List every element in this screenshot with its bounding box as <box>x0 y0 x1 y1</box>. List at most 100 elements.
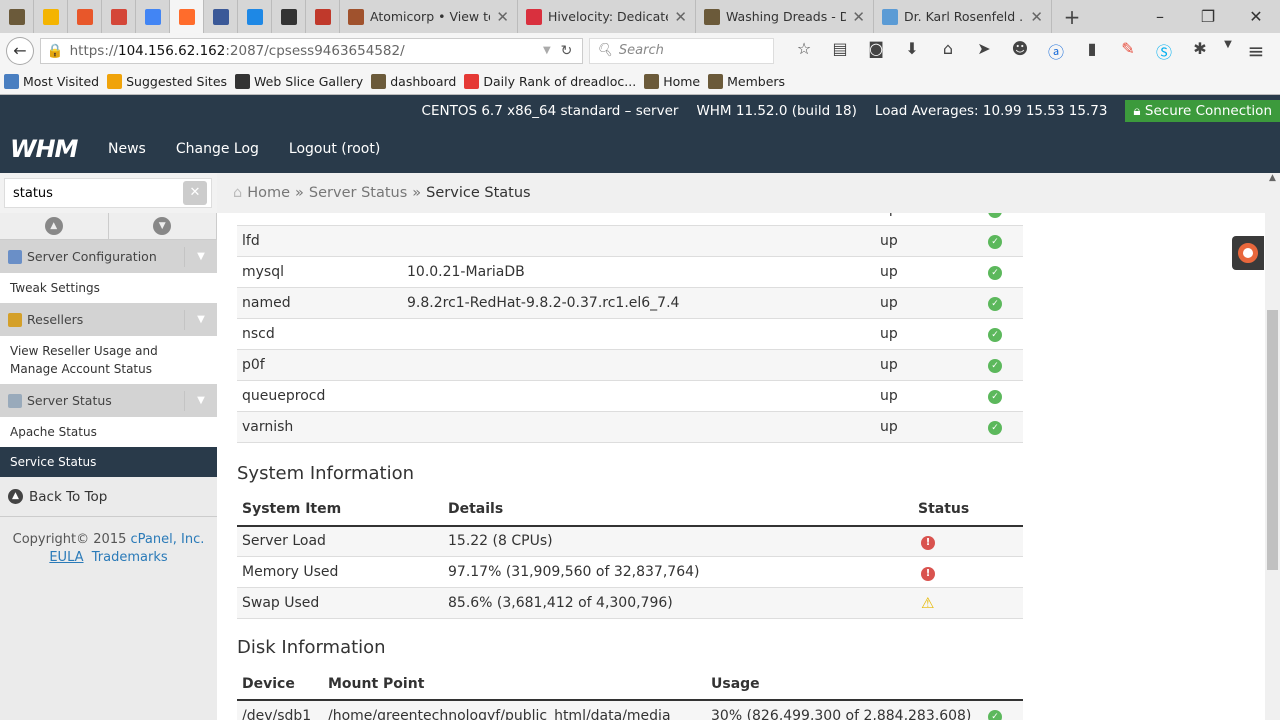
bookmark-icon <box>371 73 387 89</box>
system-info-title: System Information <box>237 462 415 484</box>
browser-tab[interactable]: Hivelocity: Dedicate... ✕ <box>518 0 696 33</box>
history-dropdown-icon[interactable]: ▼ <box>542 45 551 56</box>
dreadlocks-icon <box>8 8 25 25</box>
minimize-icon[interactable]: – <box>1156 7 1164 26</box>
breadcrumb-server-status[interactable]: Server Status <box>308 185 408 201</box>
menu-icon[interactable]: ≡ <box>1247 38 1265 63</box>
disk-mount: /home/greentechnologyf/public_html/data/… <box>328 707 671 720</box>
google-drive-icon <box>42 8 59 25</box>
reading-list-icon[interactable]: ▤ <box>832 38 848 58</box>
browser-tab[interactable]: Atomicorp • View to... ✕ <box>340 0 518 33</box>
status-cell: ✓ <box>983 213 1023 225</box>
sidebar-item-tweak-settings[interactable]: Tweak Settings <box>0 273 217 303</box>
service-name: p0f <box>242 356 265 373</box>
cpanel-icon <box>178 8 195 25</box>
sidebar-group-resellers[interactable]: Resellers ▼ <box>0 303 217 336</box>
whm-logo[interactable]: WHM <box>10 135 78 163</box>
chevron-down-icon[interactable]: ▼ <box>184 246 217 267</box>
pinned-tab[interactable] <box>102 0 136 33</box>
pinned-tab[interactable] <box>238 0 272 33</box>
eula-link[interactable]: EULA <box>49 550 84 565</box>
pocket-icon[interactable]: ◙ <box>868 38 884 58</box>
close-tab-icon[interactable]: ✕ <box>496 7 509 26</box>
bookmark-item[interactable]: Home <box>644 73 700 89</box>
pinned-tab[interactable] <box>34 0 68 33</box>
smiley-icon[interactable]: ☻ <box>1011 38 1029 58</box>
home-icon[interactable]: ⌂ <box>942 38 954 58</box>
browser-tab[interactable]: Washing Dreads - D... ✕ <box>696 0 874 33</box>
pinned-tab[interactable] <box>306 0 340 33</box>
pinned-tab[interactable] <box>0 0 34 33</box>
pinned-tab[interactable] <box>272 0 306 33</box>
service-row: mysql 10.0.21-MariaDB up ✓ <box>237 256 1023 287</box>
extension-bug-icon[interactable]: ✱ <box>1193 38 1207 58</box>
pinned-tab[interactable] <box>136 0 170 33</box>
bookmark-star-icon[interactable]: ☆ <box>796 38 812 58</box>
chevron-down-icon[interactable]: ▼ <box>184 309 217 330</box>
extension-icon[interactable]: ▮ <box>1087 38 1097 58</box>
col-header: Details <box>443 493 913 527</box>
arrows-icon <box>246 8 263 25</box>
sidebar-group-server-configuration[interactable]: Server Configuration ▼ <box>0 240 217 273</box>
service-row: p0f up ✓ <box>237 349 1023 380</box>
nav-news[interactable]: News <box>108 141 146 157</box>
pinned-tab[interactable] <box>170 0 204 33</box>
clear-search-icon[interactable]: ✕ <box>183 181 207 205</box>
service-version <box>402 380 875 411</box>
pen-icon[interactable]: ✎ <box>1121 38 1135 58</box>
sidebar-item-view-reseller-usage[interactable]: View Reseller Usage and Manage Account S… <box>0 336 217 384</box>
download-icon[interactable]: ⬇ <box>905 38 919 58</box>
amazon-icon[interactable]: ⓐ <box>1047 42 1064 62</box>
back-to-top-button[interactable]: ▲ Back To Top <box>0 477 217 517</box>
sidebar-item-service-status[interactable]: Service Status <box>0 447 217 477</box>
close-tab-icon[interactable]: ✕ <box>1030 7 1043 26</box>
system-info-table: System Item Details Status Server Load 15.2… <box>237 493 1023 620</box>
sidebar-search-input[interactable]: status ✕ <box>4 178 212 208</box>
bookmark-item[interactable]: dashboard <box>371 73 456 89</box>
close-tab-icon[interactable]: ✕ <box>852 7 865 26</box>
send-icon[interactable]: ➤ <box>977 38 991 58</box>
page-scrollbar[interactable]: ▲ <box>1265 173 1280 720</box>
search-input[interactable]: 🔍︎ Search <box>589 37 774 64</box>
bookmark-item[interactable]: Daily Rank of dreadloc... <box>464 73 636 89</box>
trademarks-link[interactable]: Trademarks <box>91 550 168 565</box>
help-lifebuoy-button[interactable] <box>1232 236 1264 270</box>
chevron-down-icon[interactable]: ▼ <box>184 390 217 411</box>
restore-icon[interactable]: ❐ <box>1200 7 1216 26</box>
bookmark-item[interactable]: Suggested Sites <box>107 73 227 89</box>
bookmark-item[interactable]: Web Slice Gallery <box>235 73 363 89</box>
breadcrumb-home[interactable]: Home <box>247 185 291 201</box>
service-name: varnish <box>242 418 294 435</box>
scrollbar-thumb[interactable] <box>1267 310 1278 570</box>
gmail-icon <box>110 8 127 25</box>
sidebar-group-server-status[interactable]: Server Status ▼ <box>0 384 217 417</box>
scroll-up-button[interactable]: ▲ <box>0 213 109 239</box>
url-bar[interactable]: 🔒 https://104.156.62.162:2087/cpsess9463… <box>39 37 584 64</box>
pinned-tab[interactable] <box>204 0 238 33</box>
system-details: 15.22 (8 CPUs) <box>448 533 553 550</box>
pinned-tab[interactable] <box>68 0 102 33</box>
bookmarks-bar: Most Visited Suggested Sites Web Slice Gal… <box>0 68 1280 95</box>
bookmark-item[interactable]: Members <box>708 73 785 89</box>
bookmark-item[interactable]: Most Visited <box>4 73 99 89</box>
sidebar-item-apache-status[interactable]: Apache Status <box>0 417 217 447</box>
browser-tab[interactable]: Dr. Karl Rosenfeld ... ✕ <box>874 0 1052 33</box>
system-item: Memory Used <box>242 564 339 580</box>
nav-logout[interactable]: Logout (root) <box>288 141 381 157</box>
back-button[interactable]: ← <box>6 36 34 65</box>
scroll-down-button[interactable]: ▼ <box>108 213 217 239</box>
skype-icon[interactable]: Ⓢ <box>1155 42 1172 62</box>
overflow-dropdown-icon[interactable]: ▼ <box>1224 38 1232 50</box>
new-tab-button[interactable]: + <box>1063 4 1081 29</box>
reload-icon[interactable]: ↻ <box>560 42 573 59</box>
bookmark-icon <box>235 73 251 89</box>
bookmark-icon <box>464 73 480 89</box>
close-tab-icon[interactable]: ✕ <box>674 7 687 26</box>
check-circle-icon: ✓ <box>988 710 1002 720</box>
system-details: 85.6% (3,681,412 of 4,300,796) <box>448 595 673 611</box>
close-window-icon[interactable]: ✕ <box>1249 7 1263 26</box>
status-cell: ✓ <box>983 700 1023 720</box>
nav-change-log[interactable]: Change Log <box>175 141 259 157</box>
cpanel-link[interactable]: cPanel, Inc. <box>130 532 205 547</box>
gear-icon <box>8 249 22 264</box>
